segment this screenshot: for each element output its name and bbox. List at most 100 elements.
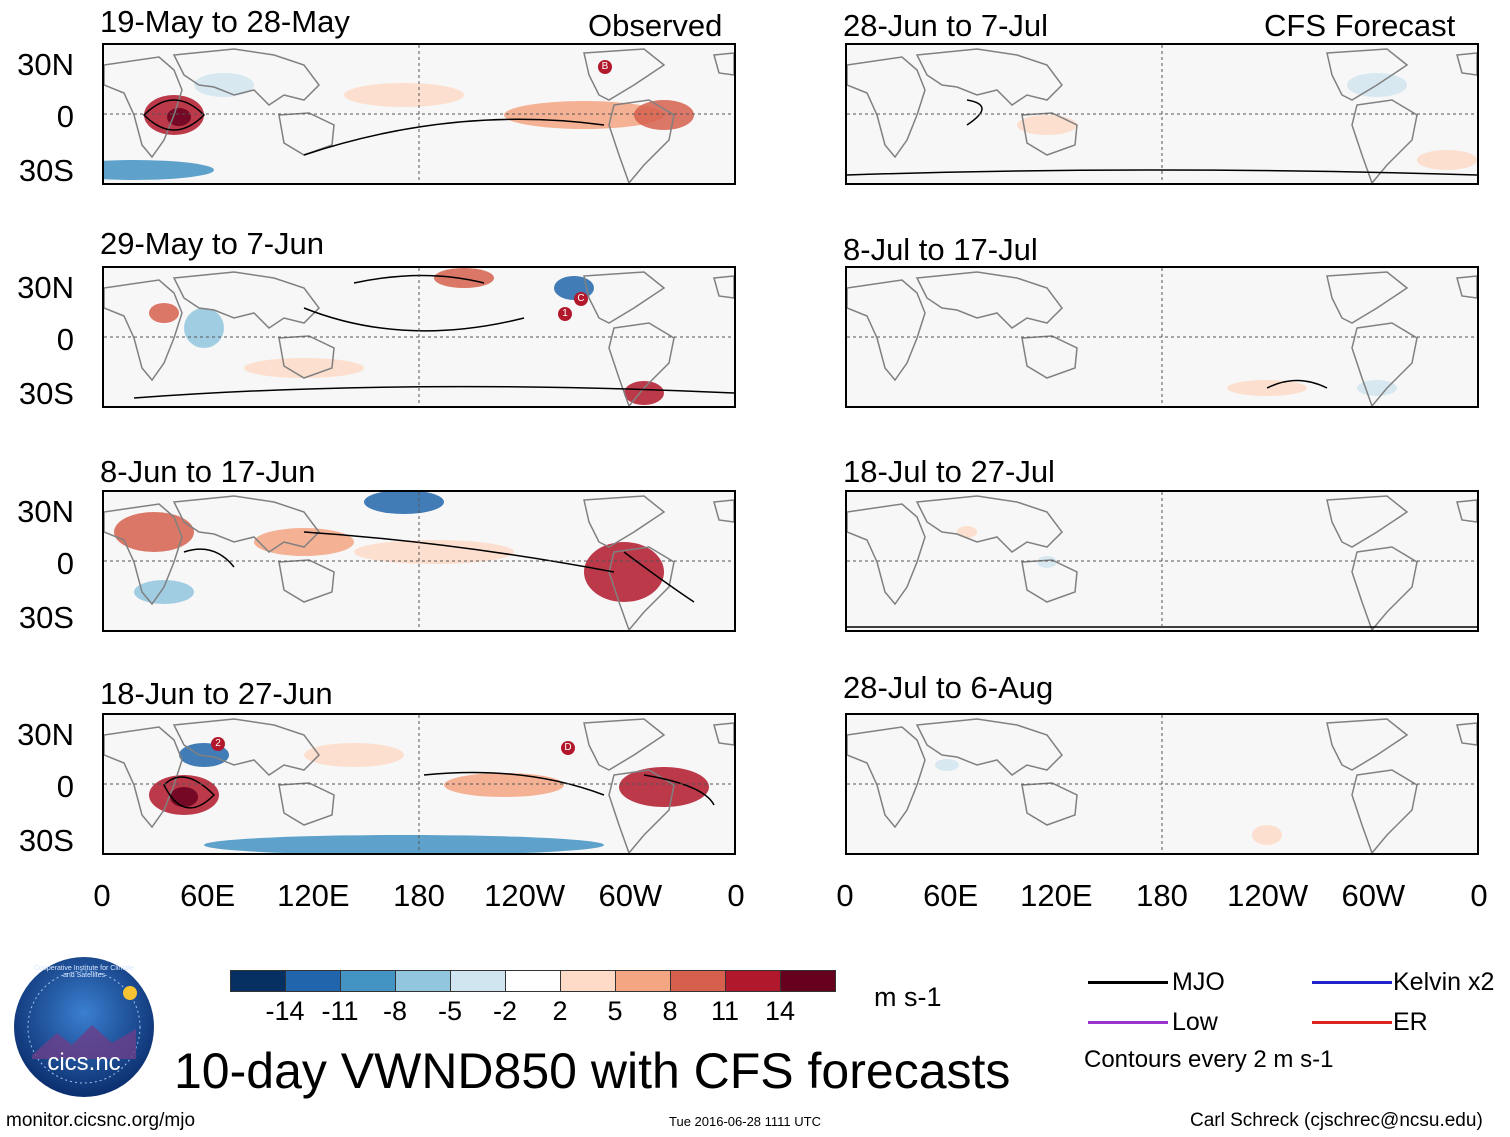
mjo-contour: [847, 99, 1477, 176]
coastline: [172, 271, 320, 329]
x-axis-label-obs-5: 60W: [598, 878, 663, 913]
coastline: [278, 112, 335, 156]
legend-mjo-label: MJO: [1172, 968, 1225, 996]
map-canvas: [847, 715, 1477, 853]
coastline: [172, 495, 320, 553]
anomaly-shading: [354, 540, 514, 564]
coastline: [104, 279, 183, 382]
marker-2: 2: [211, 737, 225, 751]
colorbar-label: 2: [552, 996, 568, 1026]
logo-ring-text: Cooperative Institute for Climate and Sa…: [34, 965, 134, 979]
y-axis-label-lat-30n: 30N: [17, 494, 74, 529]
map-canvas: [847, 492, 1477, 630]
map-panel-forecast-4: [845, 713, 1479, 855]
y-axis-label-lat-30n: 30N: [17, 47, 74, 82]
colorbar-bin: [450, 970, 506, 992]
coastline: [1021, 112, 1078, 156]
footer-url[interactable]: monitor.cicsnc.org/mjo: [6, 1110, 196, 1131]
x-axis-label-fc-0: 0: [836, 878, 854, 913]
colorbar-label: 5: [607, 996, 623, 1026]
x-axis-label-fc-5: 60W: [1341, 878, 1406, 913]
coastline: [1021, 559, 1078, 603]
panel-title-fc-4: 28-Jul to 6-Aug: [843, 670, 1054, 705]
coastline: [847, 56, 926, 159]
legend-kelvin-label: Kelvin x2: [1393, 968, 1495, 996]
y-axis-label-lat-0: 0: [56, 769, 74, 804]
map-panel-forecast-2: [845, 266, 1479, 408]
x-axis-label-fc-3: 180: [1136, 878, 1188, 913]
map-canvas: [847, 45, 1477, 183]
coastline: [1456, 275, 1477, 299]
coastline: [713, 52, 734, 76]
map-panel-observed-2: [102, 266, 736, 408]
anomaly-shading: [1417, 150, 1477, 170]
anomaly-shading: [364, 492, 444, 514]
anomaly-shading: [935, 759, 959, 771]
coastline: [278, 782, 335, 826]
anomaly-shading: [194, 73, 254, 97]
panel-title-fc-3: 18-Jul to 27-Jul: [843, 454, 1055, 489]
marker-b: B: [598, 60, 612, 74]
map-panel-observed-4: [102, 713, 736, 855]
y-axis-label-lat-30n: 30N: [17, 270, 74, 305]
coastline: [608, 322, 675, 406]
colorbar-bin: [780, 970, 836, 992]
coastline: [583, 271, 666, 324]
coastline: [1021, 335, 1078, 379]
main-title: 10-day VWND850 with CFS forecasts: [174, 1043, 1011, 1099]
mjo-contour: [163, 771, 715, 809]
coastline: [1456, 499, 1477, 523]
colorbar-label: -8: [382, 996, 408, 1026]
logo-text: cics.nc: [47, 1049, 121, 1076]
coastline: [583, 48, 666, 101]
colorbar-label: 8: [662, 996, 678, 1026]
anomaly-shading: [254, 528, 354, 556]
coastline: [172, 718, 320, 776]
anomaly-shading: [104, 160, 214, 180]
coastline: [104, 726, 183, 829]
coastline: [1326, 48, 1409, 101]
map-canvas: [104, 492, 734, 630]
marker-d: D: [561, 741, 575, 755]
marker-1: 1: [558, 307, 572, 321]
colorbar-bin: [340, 970, 396, 992]
y-axis-label-lat-0: 0: [56, 546, 74, 581]
map-panel-forecast-3: [845, 490, 1479, 632]
marker-c: C: [574, 292, 588, 306]
footer-author: Carl Schreck (cjschrec@ncsu.edu): [1190, 1110, 1483, 1131]
coastline: [1351, 99, 1418, 183]
y-axis-label-lat-0: 0: [56, 322, 74, 357]
anomaly-shading: [149, 303, 179, 323]
mjo-contour: [133, 274, 734, 399]
coastline: [104, 56, 183, 159]
colorbar-bin: [670, 970, 726, 992]
y-axis-label-lat-30s: 30S: [18, 376, 74, 411]
legend-er-label: ER: [1393, 1008, 1428, 1036]
anomaly-shading: [957, 526, 977, 538]
forecast-label: CFS Forecast: [1264, 8, 1456, 43]
anomaly-shading: [634, 100, 694, 130]
coastline: [1326, 271, 1409, 324]
y-axis-label-lat-30n: 30N: [17, 717, 74, 752]
coastline: [915, 48, 1063, 106]
coastline: [1021, 782, 1078, 826]
anomaly-shading: [184, 308, 224, 348]
y-axis-label-lat-30s: 30S: [18, 600, 74, 635]
coastline: [608, 769, 675, 853]
coastline: [1456, 722, 1477, 746]
anomaly-shading: [1037, 556, 1057, 568]
panel-title-obs-2: 29-May to 7-Jun: [100, 226, 324, 261]
coastline: [915, 718, 1063, 776]
panel-title-obs-1: 19-May to 28-May: [100, 4, 350, 39]
coastline: [608, 99, 675, 183]
anomaly-shading: [619, 767, 709, 807]
coastline: [1351, 546, 1418, 630]
legend-kelvin-line: [1312, 981, 1392, 984]
coastline: [583, 718, 666, 771]
map-canvas: [104, 268, 734, 406]
panel-title-obs-3: 8-Jun to 17-Jun: [100, 454, 316, 489]
coastline: [847, 726, 926, 829]
anomaly-shading: [167, 108, 191, 126]
y-axis-label-lat-30s: 30S: [18, 153, 74, 188]
mjo-contour: [1266, 379, 1328, 389]
